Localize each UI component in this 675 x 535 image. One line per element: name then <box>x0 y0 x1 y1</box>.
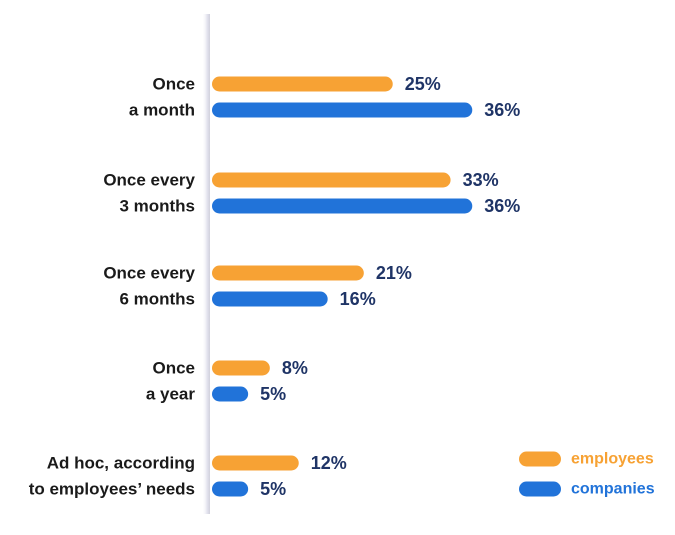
labels-layer: Once a month 25% 36% Once every 3 months 33% 36… <box>29 74 521 499</box>
category-label: a year <box>146 385 196 404</box>
bar-employees <box>212 265 364 281</box>
legend-label-companies: companies <box>571 481 655 498</box>
category-label: 6 months <box>119 290 195 309</box>
bar-companies <box>212 481 249 497</box>
legend-label-employees: employees <box>571 451 654 468</box>
value-label: 21% <box>376 263 412 283</box>
value-label: 12% <box>311 453 347 473</box>
value-label: 25% <box>405 74 441 94</box>
bar-employees <box>212 76 393 92</box>
category-label: 3 months <box>119 197 195 216</box>
category-label: Once <box>152 359 195 378</box>
bar-companies <box>212 386 249 402</box>
category-label: Ad hoc, according <box>47 454 195 473</box>
category-label: Once every <box>103 171 195 190</box>
category-label: Once every <box>103 264 195 283</box>
bar-employees <box>212 172 451 188</box>
value-label: 5% <box>260 479 286 499</box>
bar-employees <box>212 360 270 376</box>
category-label: Once <box>152 75 195 94</box>
value-label: 16% <box>340 289 376 309</box>
axis-divider <box>202 14 210 514</box>
legend-swatch-employees <box>519 451 561 467</box>
value-label: 5% <box>260 384 286 404</box>
bars-layer <box>212 76 473 497</box>
value-label: 33% <box>463 170 499 190</box>
legend: employees companies <box>519 451 655 498</box>
value-label: 36% <box>484 196 520 216</box>
bar-companies <box>212 291 328 307</box>
category-label: a month <box>129 101 195 120</box>
bar-companies <box>212 198 473 214</box>
value-label: 36% <box>484 100 520 120</box>
category-label: to employees’ needs <box>29 480 195 499</box>
legend-swatch-companies <box>519 481 561 497</box>
bar-companies <box>212 102 473 118</box>
value-label: 8% <box>282 358 308 378</box>
bar-employees <box>212 455 299 471</box>
